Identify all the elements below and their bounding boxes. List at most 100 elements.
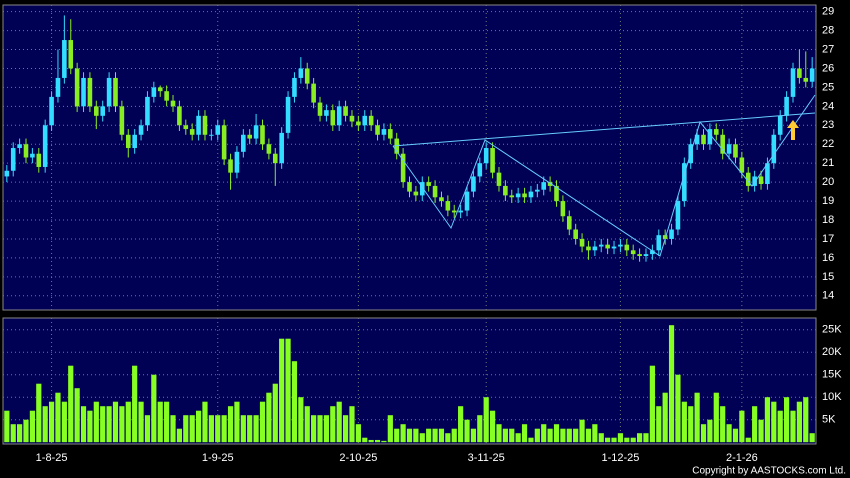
volume-bar [355,424,361,443]
volume-bar [809,433,815,443]
volume-bar [790,410,796,443]
candle-body [765,163,770,185]
volume-bar [777,410,783,443]
volume-bar [80,406,87,443]
candle-body [605,244,610,249]
volume-bar [259,401,266,443]
candle-body [202,115,208,135]
volume-bar [528,437,534,443]
y-tick-label: 27 [822,43,834,55]
candle-body [419,182,425,196]
volume-bar [458,406,464,443]
volume-bar [470,428,477,443]
candle-body [343,106,348,116]
candle-body [324,110,329,116]
volume-bar [624,437,630,443]
y-tick-label: 24 [822,100,834,112]
volume-bar [74,388,80,443]
volume-bar [240,415,246,443]
volume-bar [387,415,393,443]
candle-body [669,229,674,239]
volume-bar [758,419,764,443]
candle-body [285,96,291,133]
volume-bar [157,401,163,443]
volume-bar [132,365,138,443]
y-tick-label: 10K [822,391,842,403]
volume-bar [394,428,400,443]
volume-bar [336,401,342,443]
volume-bar [464,419,470,443]
candle-body [618,244,623,247]
candle-body [145,96,150,126]
volume-bar [720,406,726,443]
y-tick-label: 20 [822,176,834,188]
volume-bar [553,424,560,443]
volume-bar [732,428,739,443]
candle-body [49,96,54,126]
x-tick-label: 2-1-26 [726,452,758,464]
candle-body [234,151,240,173]
volume-bar [298,397,304,443]
candle-body [400,153,406,183]
volume-bar [221,415,227,443]
candle-body [586,246,591,251]
candle-body [656,235,662,251]
volume-bar [189,415,195,443]
y-tick-label: 26 [822,62,834,74]
volume-bar [183,415,189,443]
candle-body [125,134,131,149]
candle-body [407,182,412,192]
volume-bar [349,406,355,443]
candle-body [138,125,144,135]
volume-bar [374,439,381,443]
volume-bar [502,428,508,443]
volume-bar [432,428,438,443]
candle-body [356,121,361,126]
volume-bar [368,439,374,443]
candle-body [541,182,547,190]
y-tick-label: 28 [822,24,834,36]
candle-body [624,244,630,251]
volume-bar [534,428,540,443]
x-tick-label: 1-8-25 [36,452,68,464]
volume-bar [202,401,208,443]
y-tick-label: 21 [822,157,834,169]
candle-body [630,250,636,255]
volume-bar [426,428,432,443]
volume-bar [342,415,349,443]
volume-bar [247,415,253,443]
candle-body [336,106,342,126]
volume-bar [438,428,445,443]
candle-body [368,115,374,126]
volume-bar [477,415,483,443]
volume-bar [272,383,278,443]
volume-bar [451,428,457,443]
candle-body [637,254,642,257]
candle-body [707,129,713,145]
volume-bar [106,406,112,443]
volume-bar [10,424,16,443]
volume-bar [17,424,23,443]
candle-body [496,172,502,186]
y-tick-label: 15K [822,369,842,381]
volume-bar [617,433,624,443]
volume-bar [400,424,406,443]
candle-body [62,40,67,78]
x-tick-label: 3-11-25 [468,452,505,464]
candle-body [209,134,214,136]
candle-body [100,106,106,116]
candle-body [713,129,719,135]
candle-body [566,216,572,230]
candle-body [74,68,80,107]
candle-body [535,189,540,192]
candle-body [432,185,438,198]
candle-body [36,153,42,167]
volume-bar [42,406,48,443]
candle-body [650,250,655,255]
volume-bar [93,401,99,443]
candle-body [784,96,789,116]
pattern-lines [392,94,816,257]
candle-body [694,134,700,145]
candle-body [471,176,476,192]
